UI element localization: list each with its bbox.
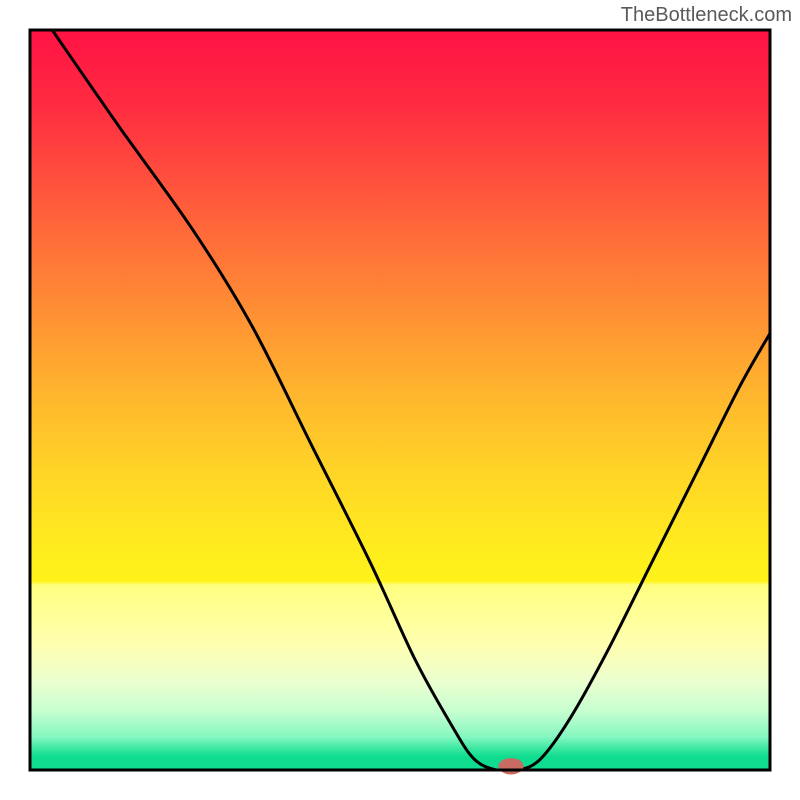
gradient-background bbox=[30, 30, 770, 770]
optimal-marker bbox=[498, 758, 523, 774]
watermark-label: TheBottleneck.com bbox=[621, 4, 792, 27]
chart-container: TheBottleneck.com bbox=[0, 0, 800, 800]
bottleneck-chart bbox=[0, 0, 800, 800]
plot-area bbox=[30, 30, 770, 774]
